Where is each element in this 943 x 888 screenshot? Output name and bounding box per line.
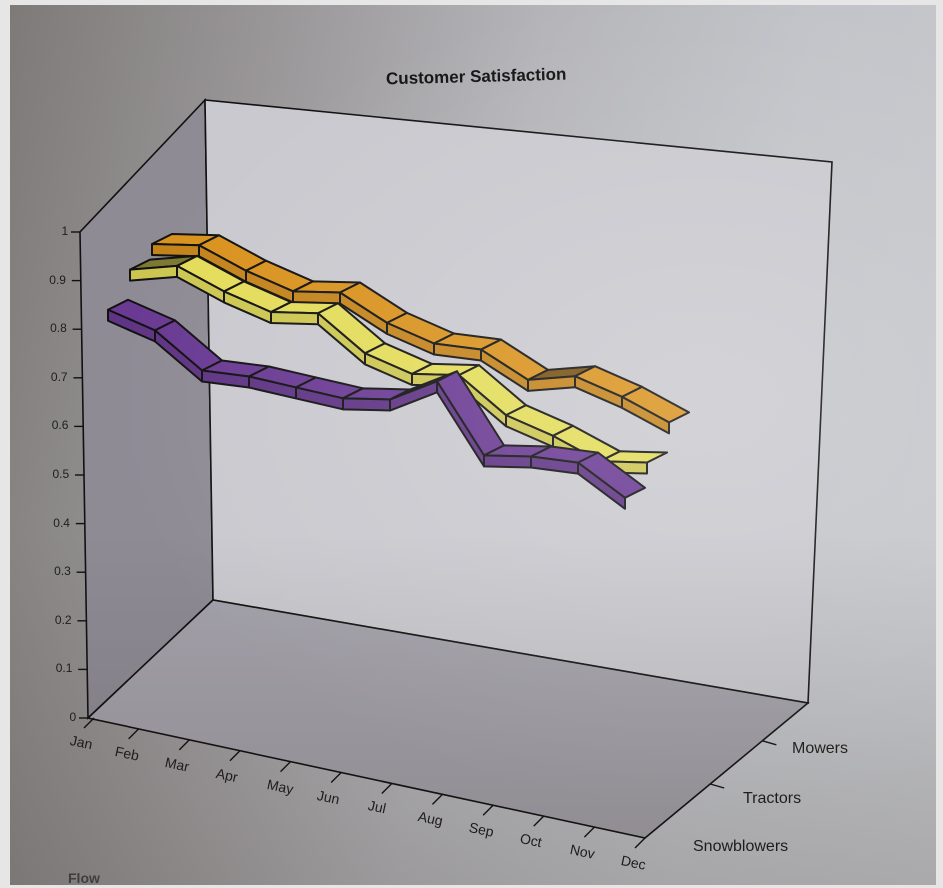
ribbon-front-face (621, 395, 670, 435)
x-tick-mark (482, 804, 494, 816)
x-tick-mark (280, 761, 292, 773)
ribbon-front-face (151, 243, 200, 258)
ribbon-front-face (129, 264, 178, 282)
ribbon-snowblowers (107, 298, 646, 510)
x-tick-mark (229, 750, 241, 762)
ribbon-front-face (527, 375, 576, 392)
floor (86, 599, 810, 839)
x-tick-mark (381, 782, 393, 794)
y-tick-label: 0.1 (55, 661, 73, 676)
ribbon-mowers (151, 233, 690, 435)
y-tick-label: 0.3 (54, 564, 71, 579)
x-tick-mark (431, 793, 443, 805)
depth-tick-mark (762, 740, 777, 746)
x-tick-mark (178, 739, 190, 751)
y-tick-label: 0.4 (53, 515, 70, 530)
y-tick-label: 0.7 (50, 369, 68, 384)
series-label-tractors: Tractors (743, 790, 802, 807)
x-tick-mark (128, 728, 140, 740)
figure-caption-fragment: Flow (68, 870, 100, 885)
y-tick-label: 1 (61, 224, 69, 238)
book-page-photo: Customer Satisfaction 0 0.1 0.2 0.3 0.4 0.5 0.… (10, 5, 936, 885)
ribbon-front-face (577, 461, 626, 510)
x-tick-mark (330, 772, 342, 784)
depth-tick-mark (710, 783, 725, 789)
series-label-snowblowers: Snowblowers (693, 838, 789, 855)
ribbon-front-face (483, 454, 532, 469)
x-tick-mark (634, 837, 646, 849)
ribbon-front-face (342, 397, 391, 412)
ribbon-front-face (270, 311, 319, 326)
x-tick-mark (583, 826, 595, 838)
3d-ribbon-chart (71, 98, 833, 849)
y-tick-label: 0.9 (49, 272, 66, 287)
y-tick-label: 0 (69, 710, 77, 724)
y-tick-label: 0.8 (50, 321, 67, 336)
y-tick-label: 0.5 (52, 467, 70, 481)
x-tick-mark (83, 717, 95, 729)
series-label-mowers: Mowers (792, 740, 849, 757)
y-tick-label: 0.2 (54, 612, 72, 627)
x-tick-mark (533, 815, 545, 827)
y-tick-label: 0.6 (51, 418, 69, 433)
